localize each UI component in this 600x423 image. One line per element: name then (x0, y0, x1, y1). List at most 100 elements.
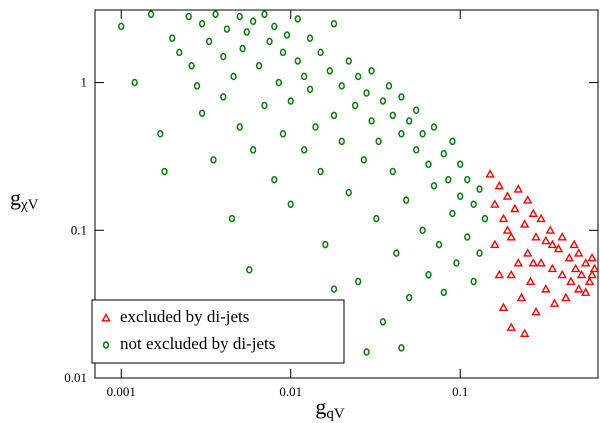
circle-marker (419, 226, 426, 235)
circle-marker (118, 22, 125, 31)
circle-marker (193, 82, 201, 90)
circle-marker (393, 249, 400, 257)
circle-marker (413, 146, 420, 154)
triangle-marker (569, 239, 579, 249)
circle-marker (430, 123, 438, 131)
circle-marker (271, 175, 278, 184)
triangle-marker (581, 258, 591, 267)
triangle-marker (525, 276, 536, 286)
x-label-sub: qV (326, 406, 345, 422)
circle-marker (279, 48, 287, 57)
circle-marker (375, 137, 382, 146)
circle-marker (102, 341, 110, 349)
triangle-marker (576, 269, 587, 279)
triangle-marker (564, 252, 574, 262)
circle-marker (228, 214, 236, 223)
triangle-marker (498, 302, 509, 312)
triangle-marker (536, 258, 546, 267)
circle-marker (255, 61, 263, 70)
circle-marker (301, 72, 308, 81)
circle-marker (261, 10, 268, 19)
circle-marker (398, 344, 405, 352)
circle-marker (457, 192, 464, 200)
circle-marker (457, 160, 464, 168)
circle-marker (306, 34, 314, 42)
circle-marker (355, 72, 362, 81)
circle-marker (279, 130, 287, 138)
circle-marker (210, 156, 217, 164)
circle-marker (312, 123, 319, 131)
circle-marker (413, 106, 420, 114)
circle-marker (147, 10, 155, 19)
triangle-marker (561, 292, 571, 302)
circle-marker (236, 12, 243, 21)
circle-marker (236, 123, 243, 131)
circle-marker (425, 160, 432, 168)
triangle-marker (531, 232, 541, 241)
circle-marker (453, 259, 460, 267)
y-tick-label: 1 (81, 75, 88, 90)
triangle-marker (581, 287, 591, 296)
circle-marker (379, 97, 387, 105)
circle-marker (464, 233, 471, 241)
circle-marker (470, 200, 477, 209)
triangle-marker (513, 258, 523, 267)
triangle-marker (498, 213, 509, 223)
triangle-marker (494, 180, 504, 190)
circle-marker (449, 209, 456, 218)
triangle-marker (522, 195, 533, 204)
y-label-main: g (10, 185, 21, 210)
circle-marker (403, 196, 410, 204)
y-label-sub: χV (20, 197, 39, 213)
circle-marker (249, 17, 257, 26)
circle-marker (338, 82, 345, 90)
triangle-marker (506, 269, 516, 279)
circle-marker (406, 293, 413, 302)
triangle-marker (587, 269, 597, 279)
x-tick-label: 0.001 (107, 384, 136, 399)
circle-marker (430, 182, 438, 190)
circle-marker (368, 117, 375, 125)
triangle-marker (522, 248, 533, 257)
triangle-marker (545, 225, 555, 234)
circle-marker (212, 10, 219, 19)
triangle-marker (541, 235, 551, 245)
circle-marker (317, 48, 324, 57)
circle-marker (230, 72, 237, 81)
circle-marker (338, 137, 345, 146)
circle-marker (425, 271, 432, 279)
circle-marker (157, 130, 164, 138)
circle-marker (435, 240, 443, 249)
circle-marker (440, 149, 447, 158)
circle-marker (389, 111, 396, 120)
circle-marker (368, 67, 375, 75)
circle-marker (198, 109, 206, 117)
triangle-marker (573, 248, 584, 257)
circle-marker (294, 57, 301, 65)
circle-marker (220, 93, 227, 101)
x-tick-label: 0.01 (279, 384, 302, 399)
x-label-main: g (315, 394, 326, 419)
circle-marker (205, 37, 213, 46)
triangle-marker (513, 184, 523, 193)
circle-marker (169, 34, 176, 42)
circle-marker (220, 52, 227, 61)
circle-marker (330, 20, 338, 28)
circle-marker (373, 214, 380, 223)
triangle-marker (549, 298, 560, 307)
circle-marker (294, 15, 301, 23)
circle-marker (176, 48, 183, 57)
circle-marker (246, 266, 253, 274)
x-tick-label: 0.1 (452, 384, 468, 399)
circle-marker (306, 85, 314, 94)
circle-marker (223, 25, 231, 33)
circle-marker (481, 214, 489, 223)
triangle-marker (531, 307, 541, 316)
circle-marker (379, 318, 387, 326)
y-axis-label: gχV (10, 185, 39, 213)
circle-marker (185, 12, 192, 21)
circle-marker (449, 137, 456, 146)
y-tick-label: 0.01 (64, 370, 87, 385)
circle-marker (275, 78, 282, 87)
